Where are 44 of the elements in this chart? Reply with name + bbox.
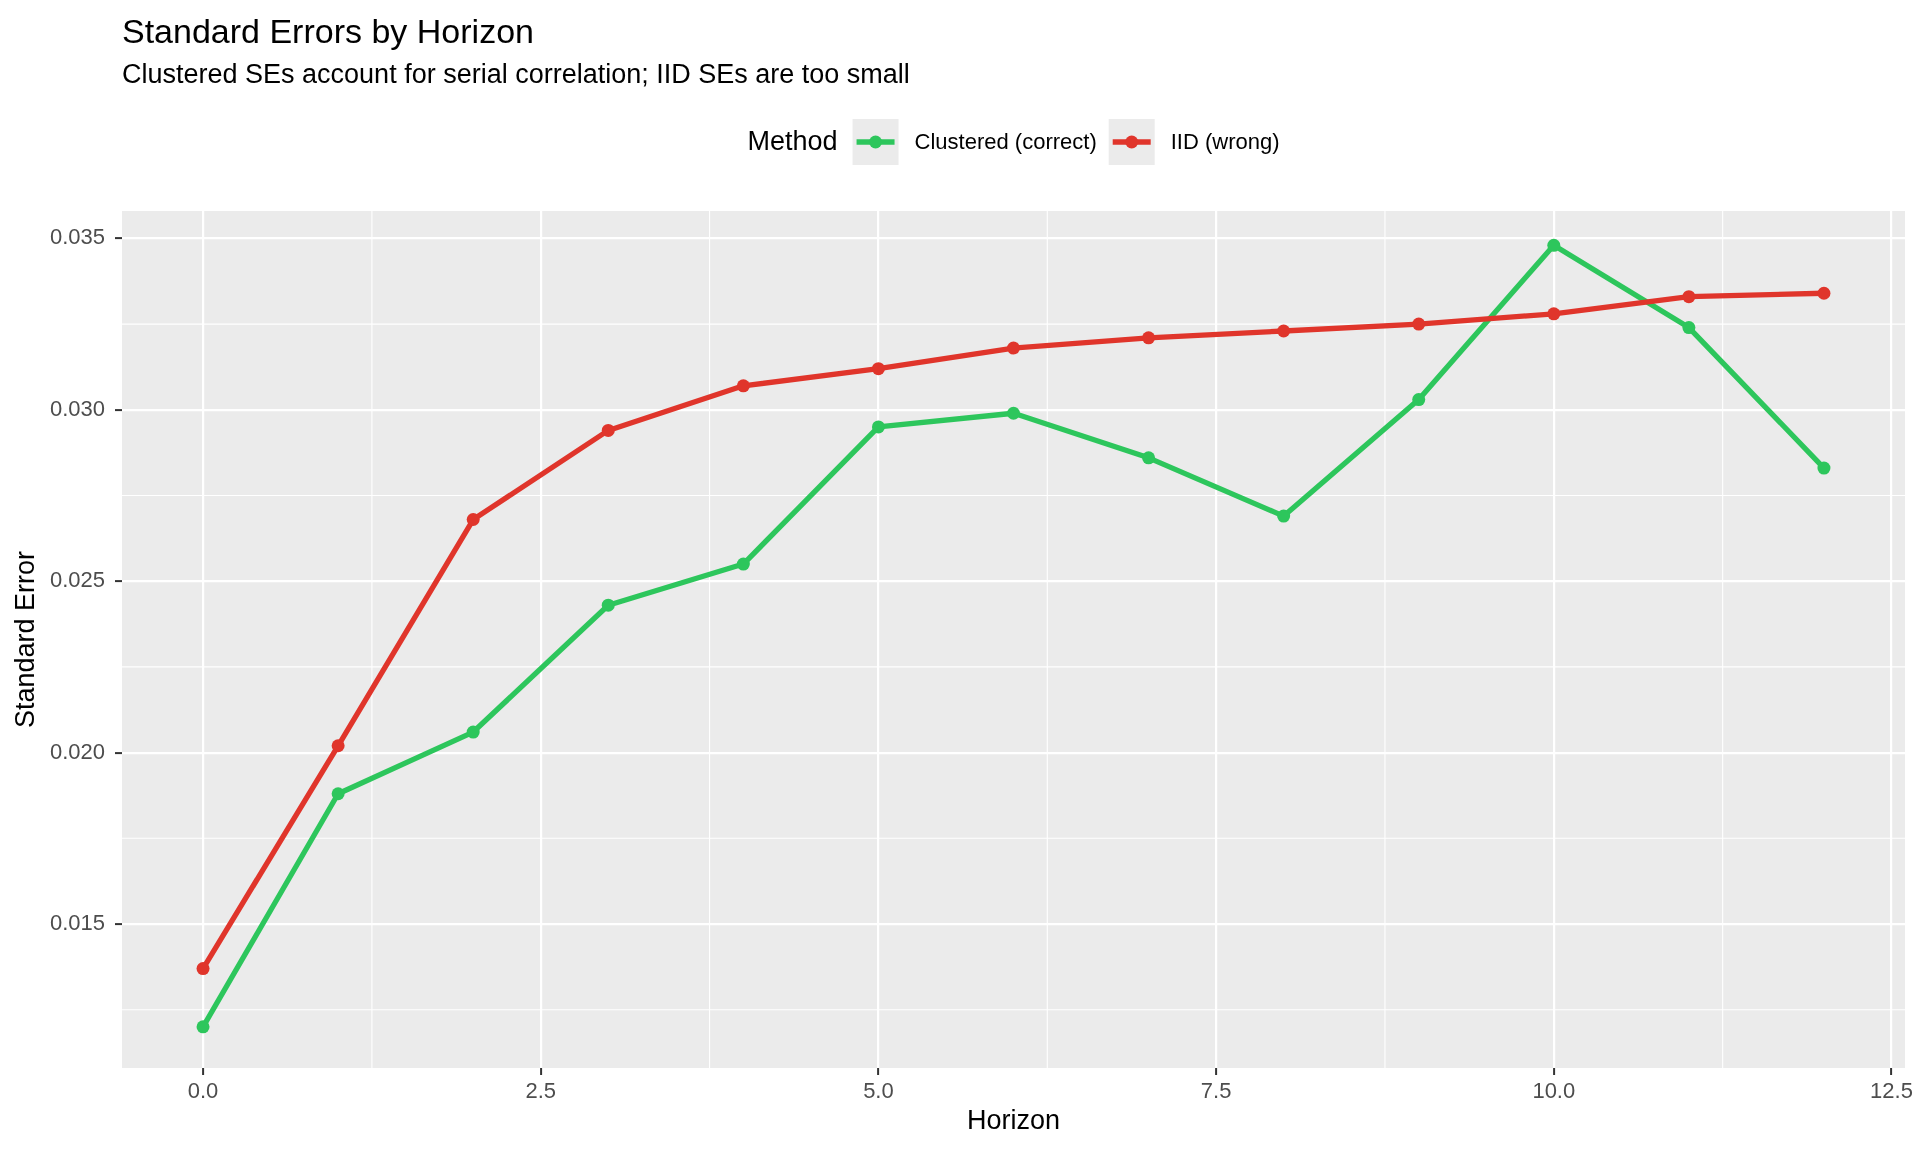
x-tick-label: 2.5 (525, 1078, 557, 1104)
point (871, 420, 885, 434)
point (1277, 324, 1291, 338)
y-tick-label: 0.015 (49, 910, 105, 936)
point (196, 1020, 210, 1034)
point (1682, 290, 1696, 304)
point (1547, 238, 1561, 252)
point (466, 725, 480, 739)
point (1817, 286, 1831, 300)
point (1142, 331, 1156, 345)
x-tick-label: 7.5 (1200, 1078, 1232, 1104)
x-tick-label: 0.0 (187, 1078, 219, 1104)
point (871, 362, 885, 376)
y-axis-title: Standard Error (9, 550, 40, 729)
point (1277, 509, 1291, 523)
point (466, 513, 480, 527)
point (331, 787, 345, 801)
point (1007, 406, 1020, 420)
point (736, 557, 750, 571)
x-tick-label: 10.0 (1532, 1078, 1576, 1104)
chart-subtitle: Clustered SEs account for serial correlation; IID SEs are too small (122, 59, 910, 89)
legend-label: Clustered (correct) (914, 129, 1097, 155)
point (1412, 317, 1426, 331)
point (601, 598, 615, 612)
x-axis-title: Horizon (966, 1105, 1061, 1136)
y-tick-label: 0.030 (49, 395, 105, 421)
point (736, 379, 750, 393)
x-tick-label: 12.5 (1870, 1078, 1913, 1104)
point (1142, 451, 1156, 465)
legend-title: Method (747, 126, 838, 157)
point (1007, 341, 1020, 355)
point (601, 423, 615, 437)
point (1817, 461, 1831, 475)
y-tick-label: 0.025 (49, 567, 105, 593)
point (1547, 307, 1561, 321)
point (1682, 321, 1696, 335)
legend-label: IID (wrong) (1170, 129, 1280, 155)
point (1412, 393, 1426, 407)
y-tick-label: 0.035 (49, 224, 105, 250)
chart-title: Standard Errors by Horizon (122, 12, 534, 50)
point (196, 962, 210, 976)
x-tick-label: 5.0 (863, 1078, 894, 1104)
y-tick-label: 0.020 (49, 738, 105, 764)
point (331, 739, 345, 753)
